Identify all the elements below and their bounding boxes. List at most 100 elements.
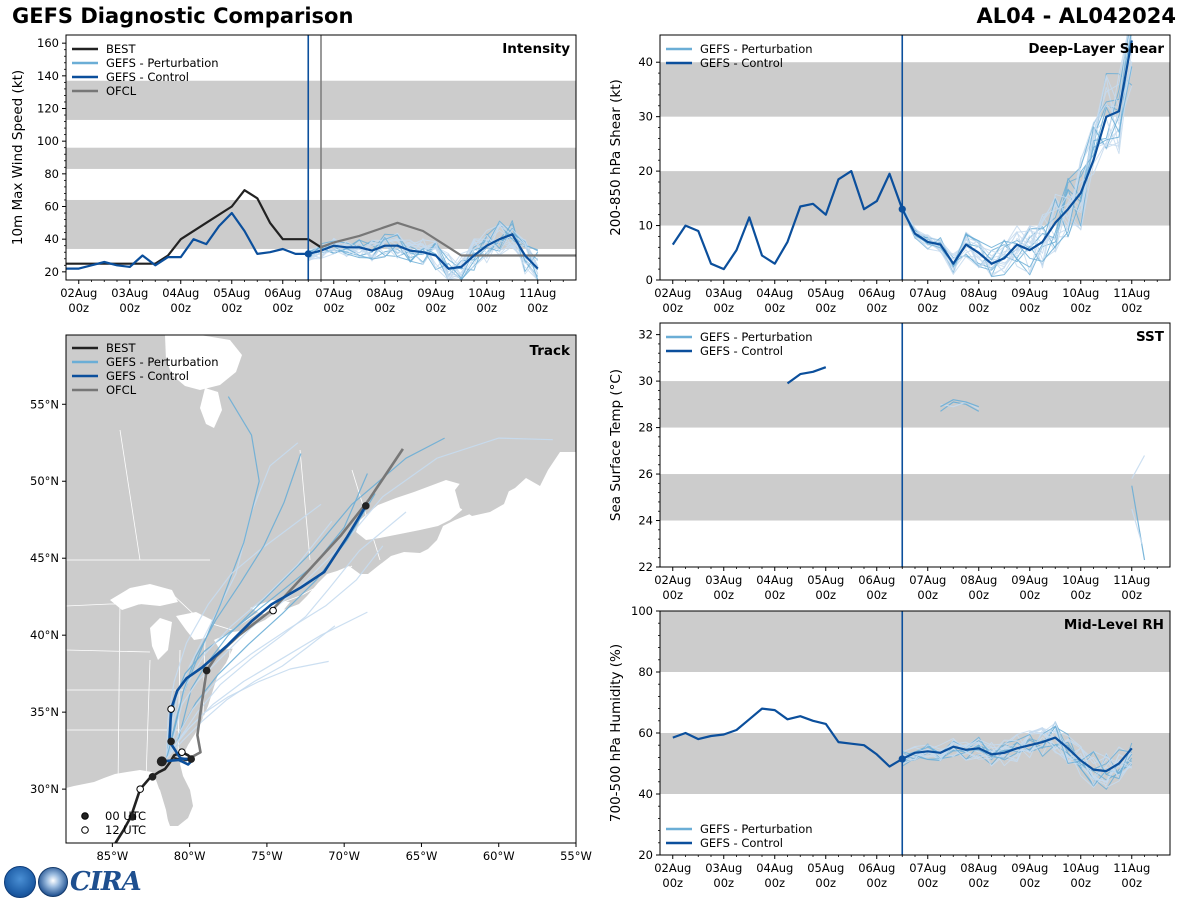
sst-perturbation-line [940, 401, 980, 412]
rh-perturbation-member [902, 729, 1133, 782]
track-xtick-label: 55°W [560, 849, 592, 863]
track-ofcl-marker [269, 606, 277, 615]
shear-plot-area [660, 35, 1170, 278]
shear-xtick-hour: 00z [1121, 301, 1142, 315]
intensity-xtick-hour: 00z [527, 301, 548, 315]
shear-xtick-date: 07Aug [909, 286, 946, 300]
shear-xtick-date: 02Aug [654, 286, 691, 300]
sst-perturbation-line [940, 399, 980, 408]
rh-xtick-date: 07Aug [909, 861, 946, 875]
track-perturbation-line [165, 520, 333, 759]
track-xtick-label: 75°W [251, 849, 283, 863]
track-perturbation-line [166, 511, 407, 759]
track-legend-label: GEFS - Control [106, 369, 189, 383]
intensity-xtick-hour: 00z [68, 301, 89, 315]
shear-xtick-date: 04Aug [756, 286, 793, 300]
track-xtick-label: 85°W [96, 849, 128, 863]
intensity-xtick-date: 10Aug [468, 286, 505, 300]
map-james-bay [200, 388, 222, 428]
shear-legend-label: GEFS - Perturbation [700, 42, 813, 56]
track-xtick-label: 65°W [406, 849, 438, 863]
sst-ytick-label: 26 [638, 467, 653, 481]
track-best-marker [187, 755, 195, 763]
sst-ytick-label: 28 [638, 421, 653, 435]
track-control-marker [167, 737, 175, 746]
intensity-ytick-label: 100 [37, 134, 59, 148]
rh-xtick-date: 04Aug [756, 861, 793, 875]
shear-xtick-date: 09Aug [1011, 286, 1048, 300]
panel-shear: 01020304002Aug00z03Aug00z04Aug00z05Aug00… [608, 34, 1171, 315]
track-marker-legend-symbol [81, 826, 89, 834]
track-ofcl-marker [202, 666, 211, 675]
intensity-best-line [66, 189, 322, 265]
sst-xtick-hour: 00z [764, 588, 785, 602]
track-control-marker [167, 705, 175, 713]
rh-xtick-hour: 00z [815, 876, 836, 890]
track-ytick-label: 50°N [30, 474, 59, 488]
sst-plot-area [660, 366, 1170, 561]
track-axes-frame [65, 334, 577, 844]
intensity-ytick-label: 20 [44, 265, 59, 279]
track-ytick-label: 35°N [30, 705, 59, 719]
sst-xtick-hour: 00z [917, 588, 938, 602]
shear-xtick-hour: 00z [662, 301, 683, 315]
rh-xtick-date: 02Aug [654, 861, 691, 875]
intensity-xtick-hour: 00z [425, 301, 446, 315]
shear-xtick-date: 05Aug [807, 286, 844, 300]
sst-xtick-hour: 00z [713, 588, 734, 602]
track-marker-legend-label: 00 UTC [105, 809, 146, 823]
intensity-ytick-label: 40 [44, 232, 59, 246]
sst-perturbation-line [1131, 508, 1143, 544]
shear-perturbation-member [901, 65, 1133, 269]
intensity-ofcl-line [320, 221, 576, 257]
intensity-xtick-date: 09Aug [417, 286, 454, 300]
intensity-xtick-date: 08Aug [366, 286, 403, 300]
shear-xtick-date: 10Aug [1062, 286, 1099, 300]
rh-perturbation-member [902, 721, 1133, 786]
intensity-perturbation-member [307, 220, 539, 280]
intensity-perturbation-member [308, 238, 539, 280]
panel-sst: 22242628303202Aug00z03Aug00z04Aug00z05Au… [608, 322, 1171, 602]
sst-xtick-hour: 00z [1121, 588, 1142, 602]
intensity-xtick-date: 05Aug [213, 286, 250, 300]
sst-xtick-hour: 00z [866, 588, 887, 602]
track-perturbation-line [165, 453, 302, 759]
shear-xtick-hour: 00z [917, 301, 938, 315]
intensity-perturbation-member [308, 228, 539, 280]
panel-rh: 2040608010002Aug00z03Aug00z04Aug00z05Aug… [608, 604, 1171, 890]
rh-xtick-hour: 00z [1070, 876, 1091, 890]
sst-xtick-hour: 00z [1019, 588, 1040, 602]
page-title: GEFS Diagnostic Comparison [12, 4, 354, 28]
rh-xtick-hour: 00z [968, 876, 989, 890]
track-ytick-label: 30°N [30, 782, 59, 796]
track-xtick-label: 70°W [328, 849, 360, 863]
map-land-north-america [66, 335, 576, 826]
shear-ylabel: 200-850 hPa Shear (kt) [608, 79, 624, 236]
shear-ytick-label: 40 [638, 55, 653, 69]
rh-xtick-hour: 00z [662, 876, 683, 890]
shear-ytick-label: 20 [638, 164, 653, 178]
intensity-xtick-hour: 00z [476, 301, 497, 315]
intensity-ytick-label: 80 [44, 167, 59, 181]
sst-perturbation-line [940, 401, 980, 410]
rh-ytick-label: 40 [638, 787, 653, 801]
intensity-legend-label: GEFS - Control [106, 70, 189, 84]
rh-xtick-hour: 00z [917, 876, 938, 890]
shear-perturbation-member [901, 68, 1133, 266]
rh-xtick-date: 10Aug [1062, 861, 1099, 875]
rh-xtick-date: 03Aug [705, 861, 742, 875]
rh-ylabel: 700-500 hPa Humidity (%) [608, 644, 624, 822]
track-marker-legend-symbol [81, 812, 89, 820]
storm-id-title: AL04 - AL042024 [976, 4, 1177, 28]
sst-xtick-date: 04Aug [756, 573, 793, 587]
shear-ytick-label: 30 [638, 110, 653, 124]
intensity-xtick-date: 06Aug [264, 286, 301, 300]
sst-xtick-hour: 00z [1070, 588, 1091, 602]
noaa-logo-icon [4, 866, 36, 898]
intensity-xtick-hour: 00z [119, 301, 140, 315]
cira-logo-text: CIRA [70, 867, 142, 897]
shear-ytick-label: 10 [638, 219, 653, 233]
intensity-title: Intensity [502, 41, 570, 57]
shear-xtick-hour: 00z [1019, 301, 1040, 315]
